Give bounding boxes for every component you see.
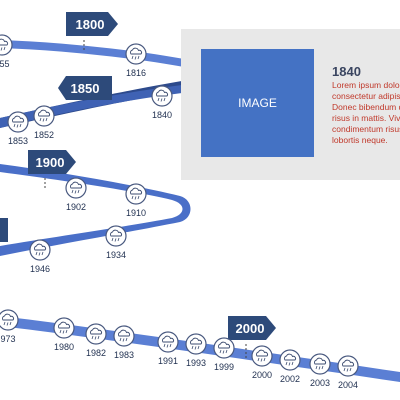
timeline-year-label: 2004 xyxy=(338,380,358,390)
timeline-year-label: 1982 xyxy=(86,348,106,358)
flag-partial-left xyxy=(0,218,8,242)
timeline-year-label: 755 xyxy=(0,59,10,69)
timeline-node-1991[interactable]: 1991 xyxy=(157,331,179,366)
detail-year: 1840 xyxy=(332,64,361,79)
timeline-node-1902[interactable]: 1902 xyxy=(65,177,87,212)
timeline-year-label: 1946 xyxy=(30,264,50,274)
timeline-year-label: 1852 xyxy=(34,130,54,140)
timeline-year-label: 1934 xyxy=(106,250,126,260)
timeline-year-label: 1816 xyxy=(126,68,146,78)
cloud-rain-icon xyxy=(342,359,354,372)
timeline-node-1852[interactable]: 1852 xyxy=(33,105,55,140)
timeline-node-2000[interactable]: 2000 xyxy=(251,345,273,380)
timeline-node-2004[interactable]: 2004 xyxy=(337,355,359,390)
cloud-rain-icon xyxy=(90,327,102,340)
timeline-year-label: 1902 xyxy=(66,202,86,212)
timeline-node-1980[interactable]: 1980 xyxy=(53,317,75,352)
timeline-node-1983[interactable]: 1983 xyxy=(113,325,135,360)
detail-text-line: risus in mattis. Viva xyxy=(332,113,400,123)
flag-2000: 2000 xyxy=(228,316,276,358)
timeline-year-label: 1840 xyxy=(152,110,172,120)
detail-panel: IMAGE 1840 Lorem ipsum dolor consectetur… xyxy=(181,29,400,180)
timeline-year-label: 1910 xyxy=(126,208,146,218)
cloud-rain-icon xyxy=(314,357,326,370)
timeline-year-label: 1991 xyxy=(158,356,178,366)
detail-text-line: lobortis neque. xyxy=(332,135,388,145)
detail-text-line: Lorem ipsum dolor xyxy=(332,80,400,90)
flag-label: 1800 xyxy=(76,17,105,32)
cloud-rain-icon xyxy=(284,353,296,366)
timeline-node-1982[interactable]: 1982 xyxy=(85,323,107,358)
timeline-node-1840[interactable]: 1840 xyxy=(151,85,173,120)
timeline-year-label: 1980 xyxy=(54,342,74,352)
cloud-rain-icon xyxy=(118,329,130,342)
cloud-rain-icon xyxy=(162,335,174,348)
cloud-rain-icon xyxy=(130,47,142,60)
cloud-rain-icon xyxy=(190,337,202,350)
timeline-node-1946[interactable]: 1946 xyxy=(29,239,51,274)
cloud-rain-icon xyxy=(12,115,24,128)
cloud-rain-icon xyxy=(0,38,8,51)
flag-1850: 1850 xyxy=(58,76,112,100)
timeline-node-2003[interactable]: 2003 xyxy=(309,353,331,388)
cloud-rain-icon xyxy=(34,243,46,256)
timeline-node-755[interactable]: 755 xyxy=(0,34,13,69)
detail-text-line: Donec bibendum do xyxy=(332,102,400,112)
flag-1800: 1800 xyxy=(66,12,118,52)
flag-label: 1850 xyxy=(71,81,100,96)
timeline-node-973[interactable]: 973 xyxy=(0,309,19,344)
timeline-node-1816[interactable]: 1816 xyxy=(125,43,147,78)
timeline-year-label: 2000 xyxy=(252,370,272,380)
flag-label: 1900 xyxy=(36,155,65,170)
timeline-node-1853[interactable]: 1853 xyxy=(7,111,29,146)
cloud-rain-icon xyxy=(2,313,14,326)
timeline-band-1900 xyxy=(0,164,191,256)
timeline-year-label: 1993 xyxy=(186,358,206,368)
timeline-node-1999[interactable]: 1999 xyxy=(213,337,235,372)
timeline-band-1850 xyxy=(0,84,190,128)
cloud-rain-icon xyxy=(256,349,268,362)
flag-1900: 1900 xyxy=(28,150,76,190)
detail-text-line: consectetur adipisc xyxy=(332,91,400,101)
timeline-year-label: 1983 xyxy=(114,350,134,360)
detail-text-line: condimentum risus xyxy=(332,124,400,134)
cloud-rain-icon xyxy=(218,341,230,354)
cloud-rain-icon xyxy=(70,181,82,194)
cloud-rain-icon xyxy=(110,229,122,242)
cloud-rain-icon xyxy=(156,89,168,102)
timeline-node-1910[interactable]: 1910 xyxy=(125,183,147,218)
cloud-rain-icon xyxy=(38,109,50,122)
timeline-year-label: 973 xyxy=(0,334,15,344)
cloud-rain-icon xyxy=(58,321,70,334)
timeline-year-label: 2003 xyxy=(310,378,330,388)
timeline-band-1800 xyxy=(0,40,200,70)
timeline-node-1993[interactable]: 1993 xyxy=(185,333,207,368)
timeline-year-label: 1999 xyxy=(214,362,234,372)
timeline-year-label: 1853 xyxy=(8,136,28,146)
cloud-rain-icon xyxy=(130,187,142,200)
timeline-node-2002[interactable]: 2002 xyxy=(279,349,301,384)
flag-label: 2000 xyxy=(236,321,265,336)
timeline-year-label: 2002 xyxy=(280,374,300,384)
image-placeholder: IMAGE xyxy=(201,49,314,157)
timeline-node-1934[interactable]: 1934 xyxy=(105,225,127,260)
detail-text: Lorem ipsum dolor consectetur adipisc Do… xyxy=(332,80,400,146)
